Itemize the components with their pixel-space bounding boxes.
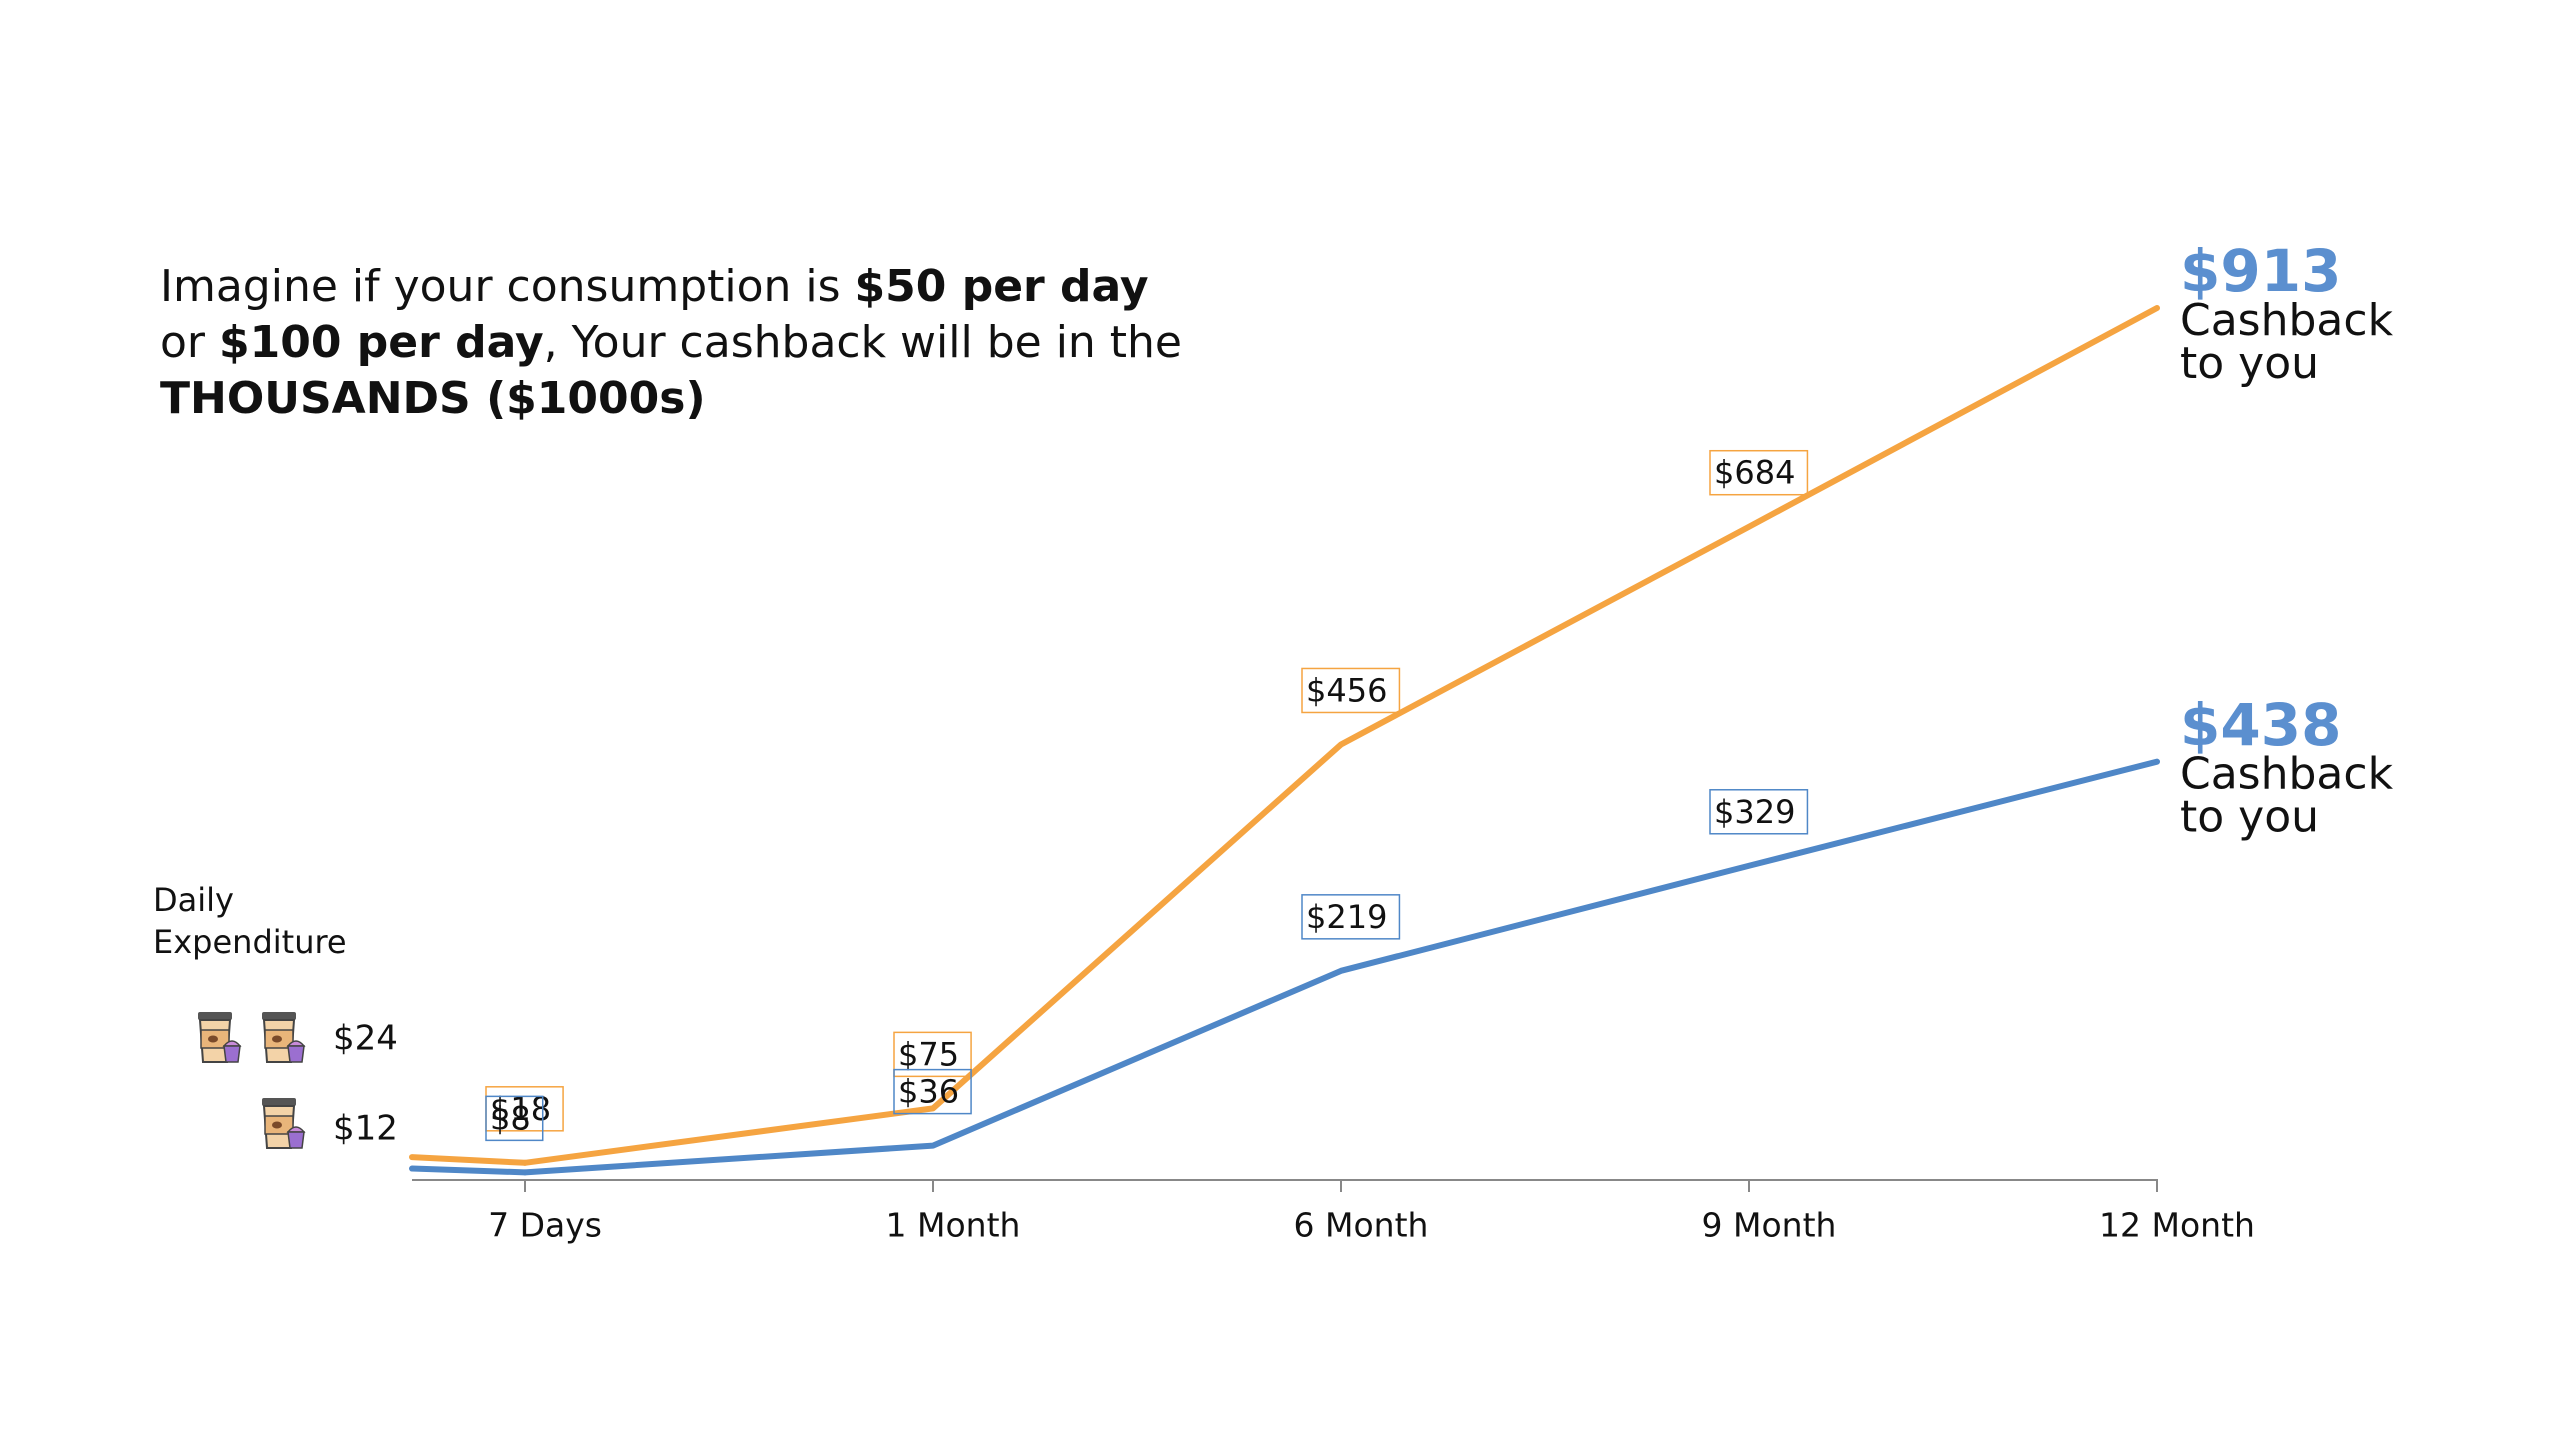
title-line: or $100 per day, Your cashback will be i… (160, 317, 1182, 368)
value-label: $329 (1714, 793, 1795, 831)
series-line (522, 305, 2160, 1166)
end-note: to you (2180, 792, 2319, 843)
title-line: THOUSANDS ($1000s) (160, 373, 706, 424)
icons (197, 1011, 305, 1149)
title-segment: THOUSANDS ($1000s) (160, 373, 706, 424)
end-note: Cashback (2180, 749, 2394, 800)
end-value-label: $438 (2180, 691, 2341, 759)
value-label-box (1301, 894, 1401, 940)
start-segment (409, 1165, 528, 1176)
value-label: $36 (898, 1073, 959, 1111)
x-tick-label: 12 Month (2099, 1206, 2255, 1245)
title-line: Imagine if your consumption is $50 per d… (160, 261, 1149, 312)
start-segment (409, 1154, 528, 1166)
title-segment: , Your cashback will be in the (544, 317, 1182, 368)
daily-label: Daily (153, 881, 234, 919)
daily-value-label: $12 (333, 1109, 398, 1149)
series-line (522, 758, 2160, 1176)
value-label: $219 (1306, 898, 1387, 936)
value-label: $75 (898, 1035, 959, 1073)
x-tick-label: 6 Month (1294, 1206, 1429, 1245)
value-label: $684 (1714, 454, 1795, 492)
value-label-box (893, 1068, 972, 1115)
value-label-box (1709, 789, 1809, 835)
x-tick-label: 7 Days (488, 1206, 602, 1245)
value-label-box (1301, 667, 1401, 714)
value-label-box (1709, 449, 1809, 496)
x-tick-label: 1 Month (886, 1206, 1021, 1245)
value-label: $456 (1306, 671, 1387, 709)
title-segment: $100 per day (219, 317, 544, 368)
title-segment: Imagine if your consumption is (160, 261, 855, 312)
title-segment: or (160, 317, 219, 368)
end-note: Cashback (2180, 295, 2394, 346)
value-label-box (893, 1031, 972, 1078)
end-note: to you (2180, 338, 2319, 389)
x-tick-label: 9 Month (1702, 1206, 1837, 1245)
end-value-label: $913 (2180, 237, 2341, 305)
daily-label: Expenditure (153, 923, 347, 961)
daily-value-label: $24 (333, 1019, 398, 1059)
value-label-box (485, 1095, 544, 1142)
value-label: $8 (490, 1099, 531, 1137)
title-segment: $50 per day (855, 261, 1149, 312)
